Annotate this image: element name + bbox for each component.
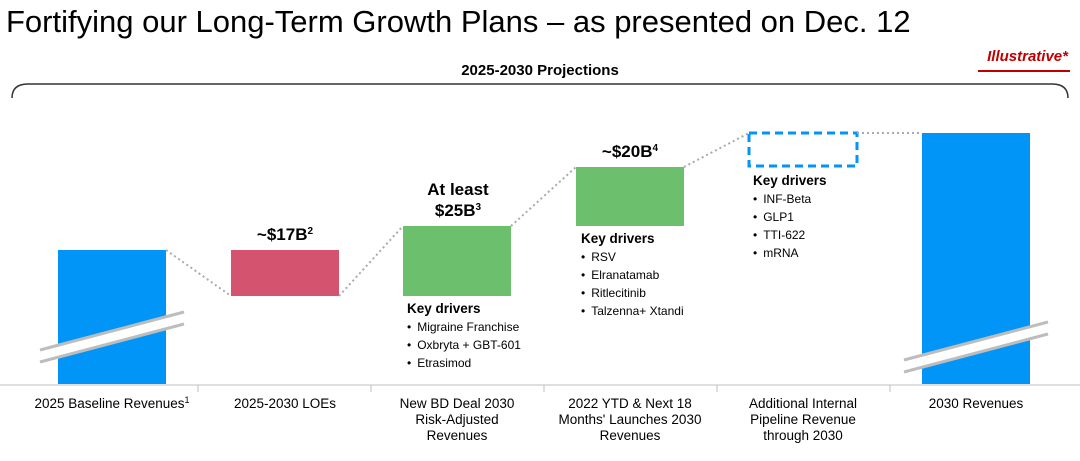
bar-launches [576,167,684,226]
axis-break-right [903,320,1049,374]
key-driver-item: Oxbryta + GBT-601 [407,336,521,354]
key-driver-item: Elranatamab [581,266,684,284]
illustrative-tag: Illustrative* [987,48,1068,65]
projections-label: 2025-2030 Projections [461,62,619,79]
key-drivers-heading: Key drivers [407,301,481,316]
connector-2 [338,225,404,297]
key-driver-item: mRNA [753,244,827,262]
connector-1 [165,249,232,297]
key-driver-item: RSV [581,248,684,266]
key-driver-item: GLP1 [753,208,827,226]
key-drivers-bd-deal: Key drivers Migraine Franchise Oxbryta +… [407,300,521,372]
value-label-launches: ~$20B4 [601,142,659,161]
key-driver-item: Ritlecitinib [581,284,684,302]
bar-baseline [58,250,166,384]
bar-pipeline [747,131,859,168]
page-title: Fortifying our Long-Term Growth Plans – … [6,4,911,39]
key-driver-item: Etrasimod [407,354,521,372]
connector-4 [683,132,750,168]
projections-brace [11,83,1069,99]
key-drivers-launches: Key drivers RSV Elranatamab Ritlecitinib… [581,230,684,320]
bar-loe [231,250,339,296]
category-label-loe: 2025-2030 LOEs [233,396,337,411]
illustrative-underline [978,70,1070,72]
bar-bd-deal [403,226,511,296]
category-label-pipeline: Additional Internal Pipeline Revenue thr… [748,396,858,443]
value-label-loe: ~$17B2 [256,225,314,244]
category-label-baseline: 2025 Baseline Revenues1 [34,395,190,412]
key-driver-item: INF-Beta [753,190,827,208]
key-drivers-pipeline: Key drivers INF-Beta GLP1 TTI-622 mRNA [753,172,827,262]
key-driver-item: TTI-622 [753,226,827,244]
category-label-bd-deal: New BD Deal 2030 Risk-Adjusted Revenues [399,396,515,443]
axis-break-left [39,310,185,364]
key-driver-item: Talzenna+ Xtandi [581,302,683,320]
key-drivers-heading: Key drivers [753,173,827,188]
category-label-launches: 2022 YTD & Next 18 Months' Launches 2030… [558,396,702,443]
key-driver-item: Migraine Franchise [407,318,521,336]
category-label-2030: 2030 Revenues [928,396,1024,411]
key-drivers-heading: Key drivers [581,231,655,246]
value-label-bd-deal: At least $25B3 [427,180,489,220]
